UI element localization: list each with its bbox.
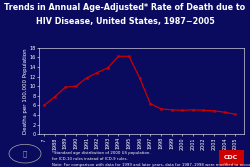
Text: CDC: CDC (224, 155, 238, 160)
Text: *Standard age distribution of 2000 US population.: *Standard age distribution of 2000 US po… (52, 151, 151, 155)
Text: HIV Disease, United States, 1987−2005: HIV Disease, United States, 1987−2005 (36, 17, 214, 26)
Text: Note: For comparison with data for 1999 and later years, data for 1987–1998 were: Note: For comparison with data for 1999 … (52, 163, 250, 167)
Text: 🦅: 🦅 (23, 150, 27, 157)
Text: for ICD-10 rules instead of ICD-9 rules.: for ICD-10 rules instead of ICD-9 rules. (52, 157, 128, 161)
Y-axis label: Deaths per 100,000 Population: Deaths per 100,000 Population (23, 48, 28, 134)
Text: Trends in Annual Age-Adjusted* Rate of Death due to: Trends in Annual Age-Adjusted* Rate of D… (4, 3, 246, 12)
